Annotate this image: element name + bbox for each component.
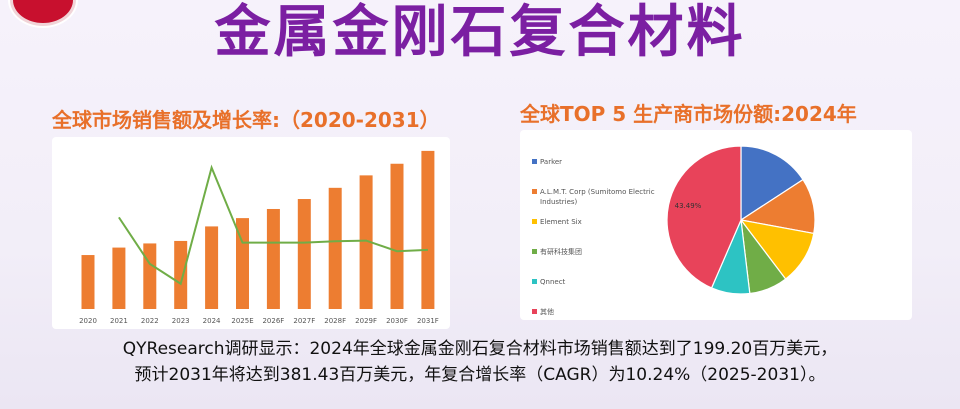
legend-label-1: A.L.M.T. Corp (Sumitomo Electric: [540, 188, 655, 196]
pie-slice-0: [740, 145, 804, 222]
bar-2029F: [359, 175, 373, 309]
legend-label-4: Qnnect: [540, 278, 566, 286]
legend-swatch-2: [532, 219, 537, 224]
bar-2021: [112, 247, 126, 309]
legend-label-5: 其他: [540, 307, 554, 316]
bar-2025E: [236, 218, 249, 309]
x-tick-2026F: 2026F: [262, 317, 284, 325]
bar-2026F: [266, 208, 280, 309]
x-tick-2020: 2020: [79, 317, 97, 325]
legend-swatch-3: [532, 249, 537, 254]
x-tick-2023: 2023: [172, 317, 190, 325]
legend-label-1: Industries): [540, 198, 578, 206]
bar-2028F: [328, 187, 342, 309]
legend-swatch-5: [532, 309, 537, 314]
legend-swatch-4: [532, 279, 537, 284]
pie-data-label: 43.49%: [675, 202, 702, 210]
bar-chart-panel: 2020 2021 2022 2023 2024 2025E 2026F 2027F 2028F…: [52, 137, 450, 329]
bar-2030F: [390, 163, 404, 309]
x-tick-2027F: 2027F: [293, 317, 315, 325]
legend-swatch-0: [532, 159, 537, 164]
legend-label-3: 有研科技集团: [540, 247, 582, 256]
pie-slice-5: [666, 145, 742, 289]
bar-2031F: [421, 150, 435, 309]
pie-chart-panel: Parker A.L.M.T. Corp (Sumitomo Electric In…: [520, 130, 912, 320]
legend-label-0: Parker: [540, 158, 562, 166]
bar-2023: [174, 240, 188, 309]
x-tick-2022: 2022: [141, 317, 159, 325]
summary-text: QYResearch调研显示：2024年全球金属金刚石复合材料市场销售额达到了1…: [0, 336, 960, 388]
bar-2027F: [297, 199, 311, 309]
bar-2022: [143, 243, 157, 309]
page-title: 金属金刚石复合材料: [214, 0, 746, 65]
x-tick-2025E: 2025E: [231, 317, 253, 325]
bar-chart: 2020 2021 2022 2023 2024 2025E 2026F 2027F 2028F…: [79, 150, 439, 325]
legend-label-2: Element Six: [540, 218, 582, 226]
bar-2020: [81, 255, 95, 309]
x-tick-2028F: 2028F: [324, 317, 346, 325]
x-tick-2031F: 2031F: [417, 317, 439, 325]
pie-chart-title: 全球TOP 5 生产商市场份额:2024年: [520, 102, 857, 126]
x-tick-2021: 2021: [110, 317, 128, 325]
x-tick-2024: 2024: [203, 317, 221, 325]
pie-chart: Parker A.L.M.T. Corp (Sumitomo Electric In…: [532, 145, 816, 316]
x-tick-2030F: 2030F: [386, 317, 408, 325]
bar-chart-title: 全球市场销售额及增长率:（2020-2031）: [52, 108, 440, 132]
x-tick-2029F: 2029F: [355, 317, 377, 325]
summary-line-1: QYResearch调研显示：2024年全球金属金刚石复合材料市场销售额达到了1…: [122, 339, 838, 359]
bar-2024: [205, 226, 219, 309]
legend-swatch-1: [532, 189, 537, 194]
growth-rate-line: [118, 164, 428, 286]
summary-line-2: 预计2031年将达到381.43百万美元，年复合增长率（CAGR）为10.24%…: [134, 365, 826, 385]
